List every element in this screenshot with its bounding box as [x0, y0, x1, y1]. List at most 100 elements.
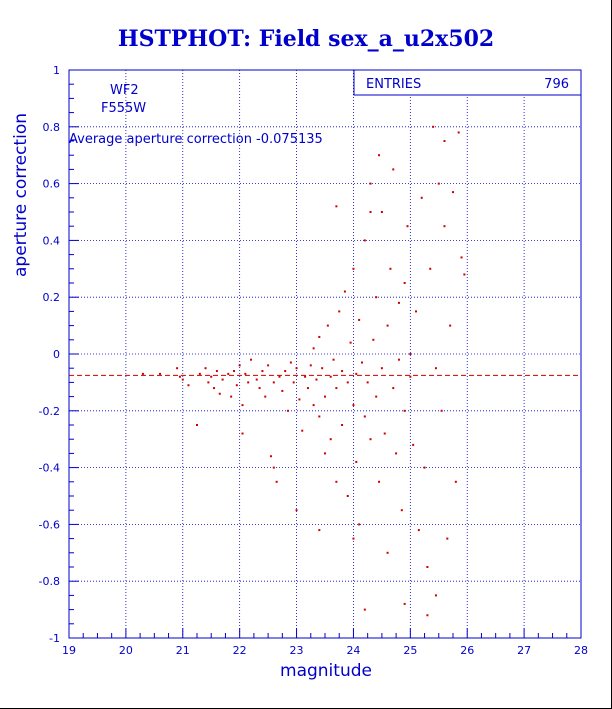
x-tick-label: 20: [119, 644, 133, 657]
data-point: [247, 381, 250, 384]
x-axis-label: magnitude: [280, 661, 372, 681]
data-point: [244, 372, 247, 375]
data-point: [250, 358, 253, 361]
data-point: [141, 372, 144, 375]
data-point: [358, 318, 361, 321]
data-point: [392, 168, 395, 171]
x-tick-label: 21: [176, 644, 190, 657]
data-point: [221, 378, 224, 381]
data-point: [341, 424, 344, 426]
data-point: [349, 341, 352, 344]
data-point: [213, 387, 216, 390]
camera-label: WF2: [110, 83, 139, 98]
data-point: [400, 509, 403, 512]
data-point: [434, 367, 437, 370]
data-point: [284, 370, 287, 373]
data-point: [343, 290, 346, 293]
data-point: [287, 409, 290, 412]
x-tick-label: 22: [233, 644, 247, 657]
data-point: [318, 529, 321, 532]
grid: [69, 70, 581, 638]
data-point: [230, 395, 233, 398]
data-point: [346, 495, 349, 497]
data-point: [309, 364, 312, 367]
data-point: [289, 361, 292, 364]
data-point: [352, 267, 355, 270]
data-point: [383, 432, 386, 435]
data-point: [355, 372, 358, 375]
data-point: [426, 614, 429, 617]
data-point: [443, 225, 446, 228]
data-point: [352, 537, 355, 540]
x-tick-label: 27: [517, 644, 531, 657]
data-point: [366, 381, 369, 384]
data-point: [312, 404, 315, 407]
data-point: [449, 324, 452, 327]
data-point: [318, 415, 321, 418]
data-point: [335, 387, 338, 390]
data-point: [306, 387, 309, 390]
data-point: [178, 375, 181, 378]
data-point: [269, 455, 272, 458]
data-point: [372, 338, 375, 341]
data-point: [426, 566, 429, 568]
data-point: [238, 364, 241, 367]
data-point: [360, 361, 363, 364]
axis-ticks: 19 20 21 22 23 24 25 26 27 28 -1 -0.8 -0.6 -0.4 -0.2 0 0…: [39, 64, 588, 657]
data-point: [406, 225, 409, 228]
data-point: [378, 154, 381, 157]
data-point: [403, 602, 406, 605]
data-point: [429, 267, 432, 270]
data-point: [403, 409, 406, 412]
data-point: [235, 384, 238, 387]
data-point: [272, 381, 275, 384]
stats-entries-label: ENTRIES: [366, 77, 421, 92]
data-point: [409, 375, 412, 378]
data-point: [392, 387, 395, 390]
data-point: [232, 370, 235, 373]
y-tick-label: 0.2: [43, 291, 61, 304]
data-point: [275, 480, 278, 483]
x-tick-label: 28: [574, 644, 588, 657]
data-point: [181, 378, 184, 381]
data-point: [261, 370, 264, 373]
data-point: [255, 378, 258, 381]
stats-box-border: [353, 69, 582, 96]
data-point: [363, 415, 366, 418]
data-point: [241, 432, 244, 435]
average-annotation: Average aperture correction -0.075135: [69, 132, 323, 147]
data-point: [358, 523, 361, 526]
data-point: [420, 196, 423, 199]
data-point: [363, 608, 366, 611]
data-point: [295, 367, 298, 370]
data-point: [397, 301, 400, 304]
chart-title: HSTPHOT: Field sex_a_u2x502: [118, 26, 494, 52]
filter-label: F555W: [101, 101, 146, 116]
data-point: [460, 256, 463, 259]
data-point: [434, 594, 437, 597]
y-axis-label: aperture correction: [11, 113, 31, 277]
x-tick-label: 26: [460, 644, 474, 657]
data-point: [346, 381, 349, 384]
x-tick-label: 23: [290, 644, 304, 657]
data-point: [267, 364, 270, 367]
data-point: [159, 372, 162, 375]
data-point: [304, 375, 307, 378]
data-point: [389, 267, 392, 270]
data-point: [292, 381, 295, 384]
data-point: [321, 367, 324, 370]
y-tick-label: -0.6: [39, 518, 60, 531]
data-point: [176, 367, 179, 370]
data-point: [338, 310, 341, 313]
data-point: [369, 182, 372, 185]
data-point: [241, 404, 244, 407]
data-point: [295, 509, 298, 512]
data-point: [324, 395, 326, 398]
data-point: [432, 125, 435, 128]
data-point: [375, 296, 378, 299]
x-tick-label: 25: [403, 644, 417, 657]
data-point: [386, 551, 389, 554]
data-point: [196, 424, 198, 426]
data-point: [386, 324, 389, 327]
